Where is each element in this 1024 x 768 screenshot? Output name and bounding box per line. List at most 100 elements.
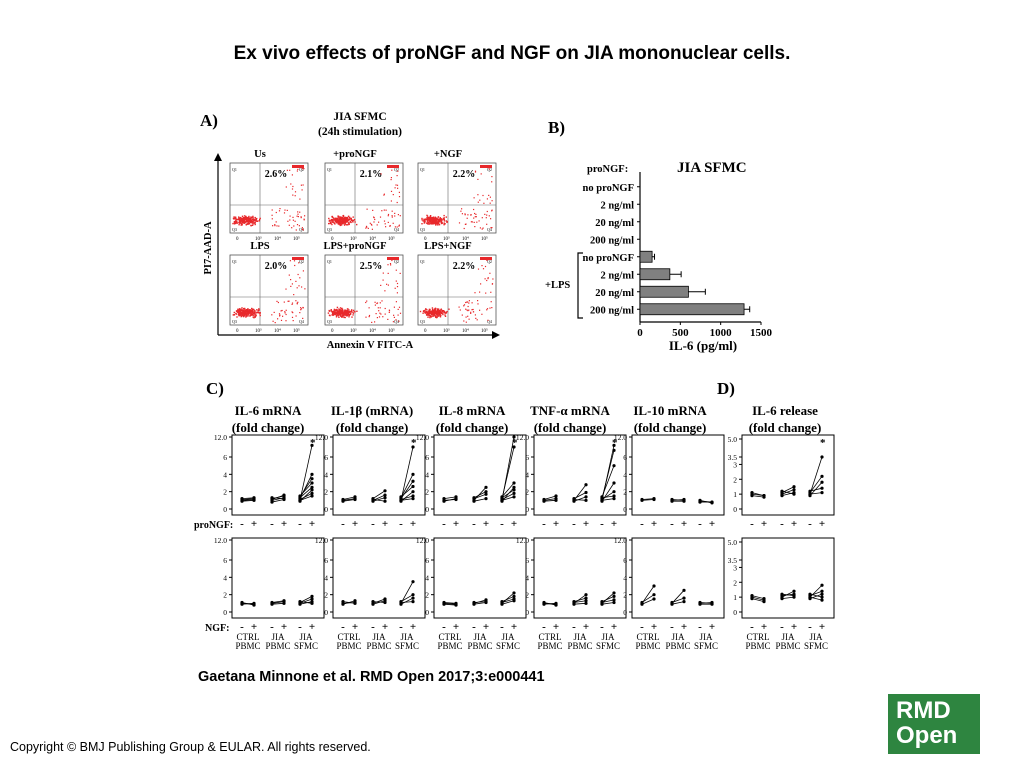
data-point <box>512 599 516 603</box>
event-dot <box>398 196 401 198</box>
group-label: JIA <box>502 632 515 642</box>
paired-line <box>271 602 285 605</box>
event-dot <box>273 311 275 313</box>
event-dot <box>296 224 299 226</box>
data-point <box>282 599 286 603</box>
data-point <box>710 500 714 504</box>
event-dot <box>243 313 246 316</box>
data-point <box>792 492 796 496</box>
event-dot <box>440 309 442 311</box>
event-dot <box>385 209 387 211</box>
event-dot <box>427 311 429 313</box>
event-dot <box>298 262 300 264</box>
event-dot <box>250 313 252 315</box>
y-tick-label: 6 <box>223 453 227 462</box>
event-dot <box>290 183 292 185</box>
y-tick-label: 6 <box>425 453 429 462</box>
event-dot <box>338 219 341 221</box>
flow-axis-tick: 10⁴ <box>274 236 281 242</box>
event-dot <box>239 217 241 219</box>
event-dot <box>240 218 243 220</box>
event-dot <box>282 315 284 317</box>
data-point <box>584 495 588 499</box>
event-dot <box>443 224 445 226</box>
paired-line <box>573 600 587 603</box>
category-label: no proNGF <box>583 183 634 194</box>
data-point <box>399 498 403 502</box>
data-point <box>270 602 274 606</box>
paired-line <box>809 456 823 495</box>
paired-line <box>501 493 515 500</box>
event-dot <box>241 224 243 226</box>
event-dot <box>437 224 439 226</box>
event-dot <box>428 217 431 219</box>
event-dot <box>294 220 296 222</box>
data-point <box>554 494 558 498</box>
data-point <box>341 602 345 606</box>
event-dot <box>342 219 345 221</box>
event-dot <box>249 315 251 317</box>
event-dot <box>339 310 342 313</box>
data-point <box>572 600 576 604</box>
event-dot <box>300 217 302 219</box>
event-dot <box>288 224 290 226</box>
paired-line <box>601 592 615 604</box>
event-dot <box>437 308 440 310</box>
event-dot <box>296 287 298 289</box>
event-dot <box>388 309 390 311</box>
event-dot <box>486 210 488 213</box>
event-dot <box>243 311 245 314</box>
event-dot <box>433 314 435 316</box>
event-dot <box>429 312 431 314</box>
event-dot <box>439 218 442 221</box>
event-dot <box>233 314 236 316</box>
event-dot <box>431 315 433 317</box>
y-tick-label: 4 <box>525 470 529 479</box>
event-dot <box>339 315 342 317</box>
sign-label: - <box>270 621 274 633</box>
panel-c-titles: IL-6 mRNA (fold change) IL-1β (mRNA) (fold … <box>232 403 708 435</box>
sign-label: - <box>572 621 576 633</box>
flow-plot-name: LPS+NGF <box>424 241 471 252</box>
event-dot <box>291 283 293 285</box>
event-dot <box>251 307 253 310</box>
event-dot <box>234 216 237 218</box>
event-dot <box>242 311 244 314</box>
panel-c: C) IL-6 mRNA (fold change) IL-1β (mRNA) (fo… <box>194 379 707 634</box>
event-dot <box>297 301 299 303</box>
event-dot <box>470 311 472 313</box>
event-dot <box>348 222 350 224</box>
category-label: 2 ng/ml <box>600 270 634 281</box>
event-dot <box>327 312 330 314</box>
data-point <box>353 601 357 605</box>
event-dot <box>335 314 338 317</box>
event-dot <box>387 215 389 217</box>
group-label: JIA <box>373 632 386 642</box>
group-label: CTRL <box>538 632 561 642</box>
data-point <box>383 496 387 500</box>
event-dot <box>247 315 249 317</box>
event-dot <box>352 216 354 218</box>
event-dot <box>438 220 441 222</box>
event-dot <box>395 184 397 186</box>
sign-label: - <box>240 518 244 530</box>
event-dot <box>392 321 394 323</box>
flow-axis-tick: 10³ <box>443 236 450 242</box>
data-point <box>500 496 504 500</box>
event-dot <box>425 218 428 221</box>
sign-label: - <box>572 518 576 530</box>
event-dot <box>348 219 351 221</box>
event-dot <box>391 216 393 218</box>
event-dot <box>488 215 490 217</box>
event-dot <box>350 310 352 313</box>
data-point <box>820 589 824 593</box>
group-label: PBMC <box>366 641 391 651</box>
paired-line <box>372 497 386 502</box>
data-point <box>554 601 558 605</box>
event-dot <box>477 268 480 270</box>
event-dot <box>347 313 350 315</box>
event-dot <box>424 311 427 313</box>
event-dot <box>334 313 337 316</box>
event-dot <box>465 308 467 310</box>
event-dot <box>302 317 304 319</box>
